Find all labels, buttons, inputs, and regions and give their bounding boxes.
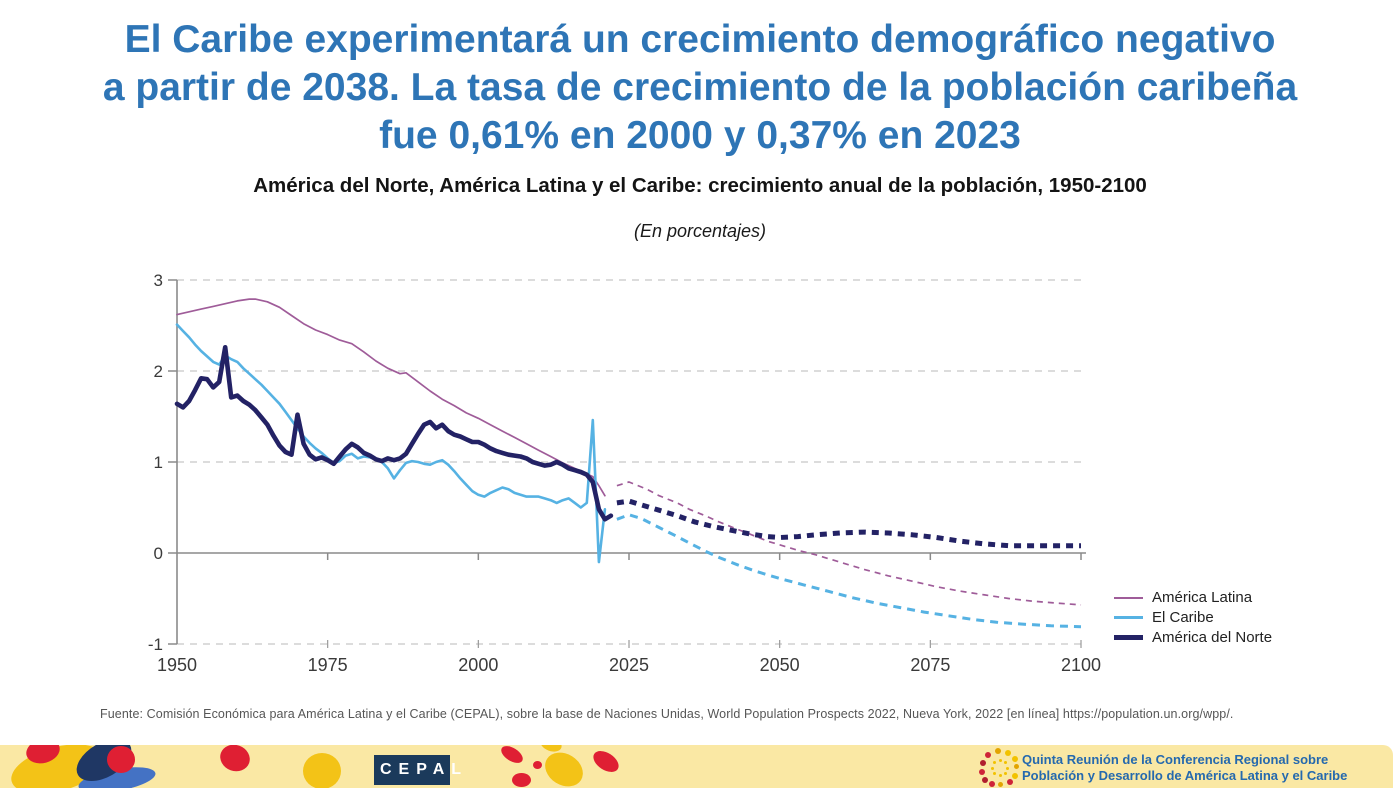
conference-logo-dot xyxy=(1012,756,1018,762)
conference-logo-dot xyxy=(993,772,996,775)
slide-title-line-1: El Caribe experimentará un crecimiento d… xyxy=(124,18,1276,61)
conference-logo-dot xyxy=(985,752,991,758)
series-projection-América Latina xyxy=(616,481,1082,606)
x-axis-label: 2000 xyxy=(458,655,498,675)
slide-title: El Caribe experimentará un crecimiento d… xyxy=(0,16,1400,160)
legend-item: El Caribe xyxy=(1114,609,1272,626)
y-axis-label: 2 xyxy=(154,362,163,381)
x-axis-label: 2025 xyxy=(609,655,649,675)
conference-logo-dot xyxy=(1012,773,1018,779)
x-axis-label: 1950 xyxy=(157,655,197,675)
chart-title: América del Norte, América Latina y el C… xyxy=(253,174,1147,197)
conference-logo-dot xyxy=(991,767,994,770)
chart-unit-note: (En porcentajes) xyxy=(633,221,767,241)
footer-decoration xyxy=(498,745,526,767)
conference-logo-dot xyxy=(1005,750,1011,756)
footer-decoration xyxy=(589,746,623,777)
legend-item: América Latina xyxy=(1114,589,1272,606)
conference-logo-dot xyxy=(999,774,1002,777)
legend-swatch xyxy=(1114,616,1143,619)
footer-decoration xyxy=(533,761,542,769)
y-axis-label: 3 xyxy=(154,271,163,290)
conference-logo-dot xyxy=(1004,761,1007,764)
legend-label: América Latina xyxy=(1152,589,1253,606)
conference-logo-dot xyxy=(989,781,995,787)
conference-title: Quinta Reunión de la Conferencia Regiona… xyxy=(1022,752,1347,783)
footer-decoration xyxy=(107,746,135,773)
conference-logo xyxy=(979,748,1019,787)
source-note: Fuente: Comisión Económica para América … xyxy=(100,707,1234,721)
legend-swatch xyxy=(1114,596,1143,599)
slide-title-line-3: fue 0,61% en 2000 y 0,37% en 2023 xyxy=(379,114,1021,157)
conference-logo-dot xyxy=(1007,779,1013,785)
y-axis-label: 1 xyxy=(154,453,163,472)
series-line-El Caribe xyxy=(175,323,607,564)
conference-logo-dot xyxy=(1004,772,1007,775)
conference-title-line-1: Quinta Reunión de la Conferencia Regiona… xyxy=(1022,752,1329,767)
y-axis-label: 0 xyxy=(154,544,163,563)
footer-decoration xyxy=(216,745,254,776)
cepal-logo: CEPAL xyxy=(374,755,461,785)
x-axis-label: 2100 xyxy=(1061,655,1101,675)
x-axis-label: 1975 xyxy=(308,655,348,675)
chart-legend: América Latina El Caribe América del Norte xyxy=(1114,589,1272,646)
footer-decoration xyxy=(303,753,341,788)
conference-logo-dot xyxy=(999,759,1002,762)
footer-band: CEPAL Quinta Reunión de la Conferencia R… xyxy=(0,745,1393,788)
conference-logo-dot xyxy=(980,760,986,766)
slide-title-line-2: a partir de 2038. La tasa de crecimiento… xyxy=(102,66,1298,109)
y-axis-label: -1 xyxy=(148,635,163,654)
series-projection-El Caribe xyxy=(616,513,1082,629)
conference-logo-dot xyxy=(1014,764,1019,769)
legend-label: América del Norte xyxy=(1152,629,1273,646)
conference-logo-dot xyxy=(982,777,988,783)
conference-logo-dot xyxy=(1006,767,1009,770)
footer-decoration xyxy=(512,773,531,787)
legend-swatch xyxy=(1114,635,1143,640)
x-axis-label: 2075 xyxy=(910,655,950,675)
conference-logo-dot xyxy=(979,769,985,775)
conference-logo-dot xyxy=(993,761,996,764)
legend-label: El Caribe xyxy=(1152,609,1214,626)
conference-logo-dot xyxy=(998,782,1003,787)
conference-logo-dot xyxy=(995,748,1001,754)
legend-item: América del Norte xyxy=(1114,629,1272,646)
series-projection-América del Norte xyxy=(616,498,1081,549)
footer-decoration xyxy=(538,745,590,788)
series-line-América Latina xyxy=(176,298,606,497)
x-axis-label: 2050 xyxy=(760,655,800,675)
series-line-América del Norte xyxy=(174,345,614,522)
conference-title-line-2: Población y Desarrollo de América Latina… xyxy=(1022,767,1348,783)
